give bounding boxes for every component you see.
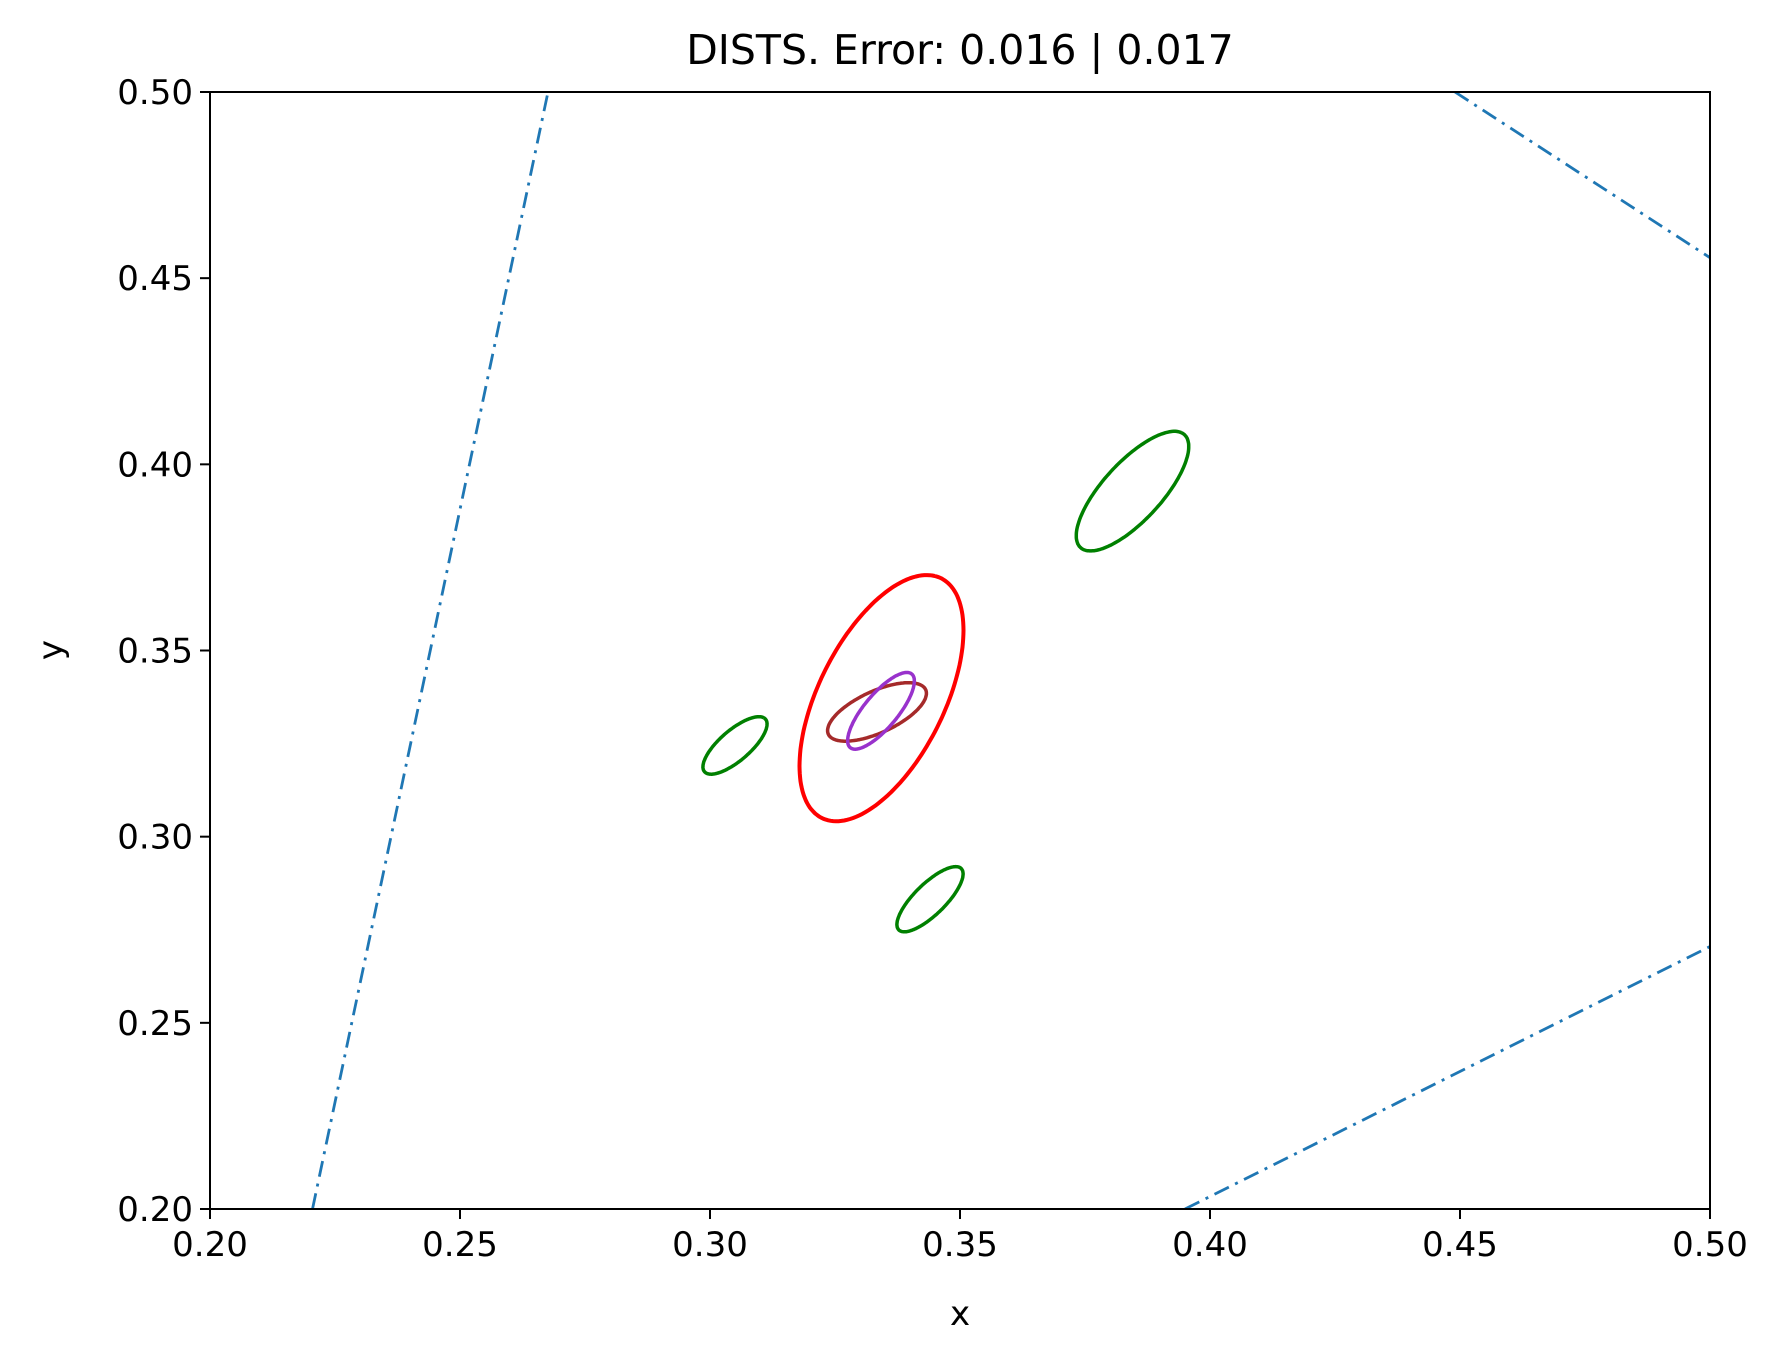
ellipse-2 bbox=[1074, 429, 1191, 553]
y-axis: 0.20 0.25 0.30 0.35 0.40 0.45 0.50 bbox=[117, 73, 210, 1230]
y-tick-label: 0.40 bbox=[117, 445, 193, 485]
x-axis: 0.20 0.25 0.30 0.35 0.40 0.45 0.50 bbox=[172, 1209, 1748, 1265]
x-tick-label: 0.40 bbox=[1172, 1225, 1248, 1265]
x-axis-label: x bbox=[950, 1294, 970, 1334]
y-tick-label: 0.20 bbox=[117, 1190, 193, 1230]
boundary-line-2 bbox=[1454, 92, 1710, 259]
y-axis-label: y bbox=[31, 640, 71, 660]
ellipse-3 bbox=[701, 714, 769, 776]
ellipse-4 bbox=[895, 864, 965, 934]
boundary-line-1 bbox=[311, 92, 550, 1209]
ellipse-5 bbox=[825, 680, 929, 743]
y-tick-label: 0.50 bbox=[117, 73, 193, 113]
x-tick-label: 0.20 bbox=[172, 1225, 248, 1265]
axes-frame bbox=[209, 91, 1711, 1210]
ellipse-6 bbox=[845, 670, 917, 751]
y-tick-label: 0.25 bbox=[117, 1004, 193, 1044]
x-tick-label: 0.45 bbox=[1422, 1225, 1498, 1265]
x-tick-label: 0.50 bbox=[1672, 1225, 1748, 1265]
boundary-line-3 bbox=[1184, 945, 1710, 1209]
chart-title: DISTS. Error: 0.016 | 0.017 bbox=[686, 26, 1234, 74]
ellipse-1 bbox=[797, 573, 966, 824]
plot-area bbox=[311, 92, 1710, 1209]
x-tick-label: 0.35 bbox=[922, 1225, 998, 1265]
y-tick-label: 0.35 bbox=[117, 632, 193, 672]
x-tick-label: 0.25 bbox=[422, 1225, 498, 1265]
y-tick-label: 0.30 bbox=[117, 818, 193, 858]
y-tick-label: 0.45 bbox=[117, 259, 193, 299]
x-tick-label: 0.30 bbox=[672, 1225, 748, 1265]
